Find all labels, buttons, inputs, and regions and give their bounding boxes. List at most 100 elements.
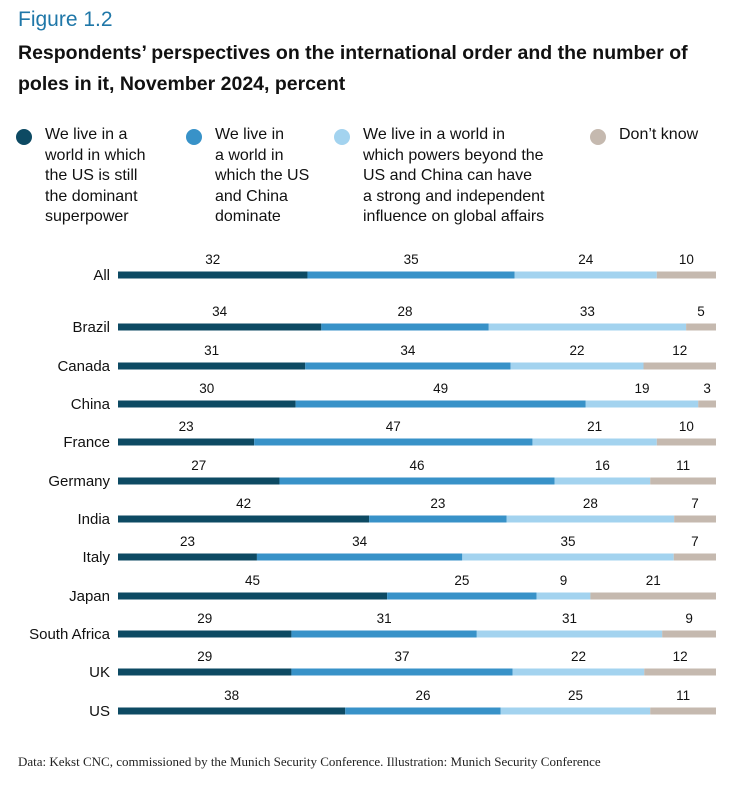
value-label: 33	[580, 304, 595, 319]
value-label: 21	[646, 573, 661, 588]
value-label: 23	[179, 419, 194, 434]
category-label: Canada	[57, 358, 110, 375]
legend-item-other-powers: We live in a world in which powers beyon…	[334, 125, 544, 228]
value-label: 35	[560, 534, 575, 549]
bar-segment	[656, 271, 716, 279]
value-label: 9	[685, 611, 693, 626]
bar-segment	[118, 362, 306, 370]
bar-segment	[118, 515, 370, 523]
bar-segment	[118, 707, 346, 715]
bar-segment	[462, 553, 674, 561]
value-label: 42	[236, 496, 251, 511]
legend-dot-icon	[590, 129, 606, 145]
legend-label: Don’t know	[619, 126, 699, 143]
bar-segment	[118, 271, 308, 279]
bar-segment	[698, 400, 716, 408]
value-label: 28	[398, 304, 413, 319]
bar-segment	[118, 592, 388, 600]
bar-segment	[369, 515, 507, 523]
value-label: 34	[212, 304, 228, 319]
bar-segment	[254, 438, 533, 446]
category-label: US	[89, 703, 110, 720]
category-label: China	[71, 396, 111, 413]
legend-dot-icon	[334, 129, 350, 145]
bar-segment	[291, 630, 477, 638]
value-label: 31	[377, 611, 392, 626]
value-label: 12	[672, 343, 687, 358]
legend-dot-icon	[186, 129, 202, 145]
value-label: 29	[197, 649, 212, 664]
bar-segment	[643, 362, 716, 370]
bar-segment	[644, 668, 716, 676]
value-label: 22	[571, 649, 586, 664]
chart-title: Respondents’ perspectives on the interna…	[18, 42, 688, 95]
bar-segment	[305, 362, 511, 370]
value-label: 29	[197, 611, 212, 626]
value-label: 35	[404, 252, 419, 267]
category-label: Brazil	[72, 319, 110, 336]
value-label: 23	[180, 534, 195, 549]
bar-segment	[118, 400, 296, 408]
legend-item-us-dominant: We live in a world in which the US is st…	[16, 125, 145, 228]
bar-segment	[118, 438, 255, 446]
value-label: 25	[568, 688, 583, 703]
bar-segment	[321, 323, 489, 331]
bar-segment	[279, 477, 555, 485]
bar-segment	[488, 323, 687, 331]
value-label: 9	[560, 573, 568, 588]
category-label: South Africa	[29, 626, 111, 643]
bar-segment	[118, 477, 280, 485]
bar-segment	[662, 630, 716, 638]
value-label: 34	[352, 534, 368, 549]
bar-segment	[585, 400, 699, 408]
source-note: Data: Kekst CNC, commissioned by the Mun…	[18, 754, 601, 769]
value-label: 11	[676, 458, 690, 473]
value-label: 46	[409, 458, 424, 473]
category-label: All	[93, 267, 110, 284]
value-label: 11	[676, 688, 690, 703]
legend: We live in a world in which the US is st…	[0, 125, 735, 235]
legend-item-us-china: We live in a world in which the US and C…	[186, 125, 309, 228]
bar-segment	[295, 400, 586, 408]
bar-segment	[554, 477, 651, 485]
bar-segment	[500, 707, 651, 715]
bar-segment	[673, 553, 716, 561]
value-label: 5	[697, 304, 705, 319]
value-label: 31	[562, 611, 577, 626]
category-label: Germany	[48, 473, 110, 490]
value-label: 12	[673, 649, 688, 664]
bar-segment	[674, 515, 716, 523]
value-label: 25	[454, 573, 469, 588]
value-label: 7	[691, 534, 699, 549]
value-label: 10	[679, 252, 694, 267]
value-label: 31	[204, 343, 219, 358]
bar-segment	[387, 592, 537, 600]
category-label: UK	[89, 664, 110, 681]
value-label: 49	[433, 381, 448, 396]
bar-segment	[650, 707, 716, 715]
legend-item-dont-know: Don’t know	[590, 125, 698, 146]
legend-label: We live in a world in which powers beyon…	[363, 126, 545, 225]
value-label: 23	[430, 496, 445, 511]
value-label: 30	[199, 381, 214, 396]
bar-segment	[118, 668, 292, 676]
bar-segment	[510, 362, 644, 370]
value-label: 28	[583, 496, 598, 511]
bar-segment	[532, 438, 657, 446]
category-label: Japan	[69, 588, 110, 605]
value-label: 27	[191, 458, 206, 473]
value-label: 38	[224, 688, 239, 703]
bar-segment	[118, 553, 257, 561]
figure-label: Figure 1.2	[18, 8, 113, 31]
value-label: 16	[595, 458, 610, 473]
bar-segment	[506, 515, 675, 523]
value-label: 10	[679, 419, 694, 434]
bar-segment	[590, 592, 716, 600]
legend-label: We live in a world in which the US and C…	[215, 126, 310, 225]
value-label: 22	[570, 343, 585, 358]
bar-segment	[686, 323, 716, 331]
value-label: 34	[400, 343, 416, 358]
bar-segment	[536, 592, 591, 600]
bar-segment	[256, 553, 463, 561]
